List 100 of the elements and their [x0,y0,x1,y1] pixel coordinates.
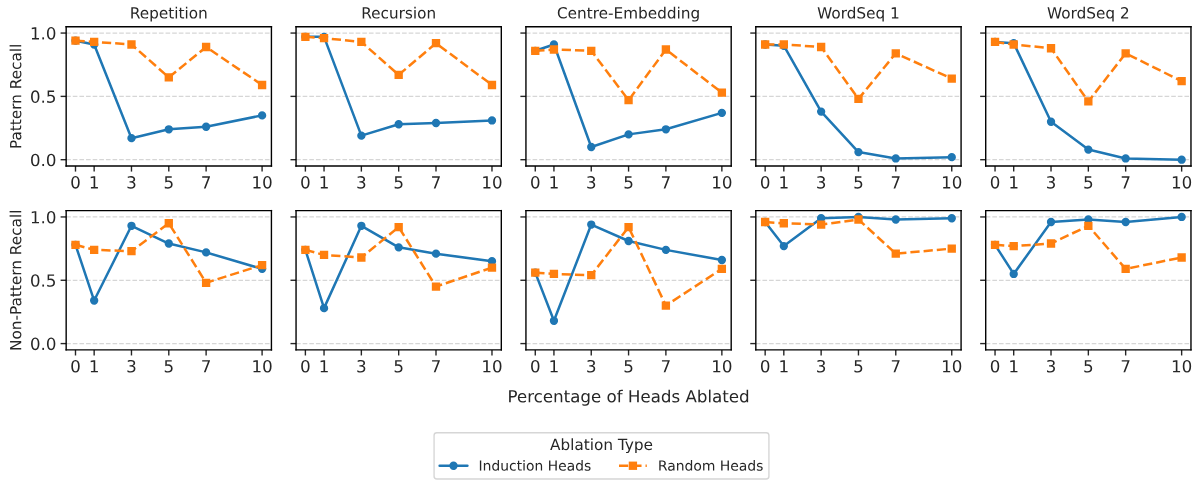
point [1177,212,1186,222]
legend-label: Random Heads [659,460,763,471]
legend-label: Induction Heads [479,460,591,471]
x-tick-label: 0 [301,176,310,189]
point [1009,269,1018,279]
x-tick-label: 5 [394,176,403,189]
x-tick-label: 5 [1084,176,1093,189]
point [431,249,441,258]
x-axis-title: Percentage of Heads Ablated [509,389,749,406]
point [257,111,267,120]
point [587,271,596,280]
point [487,80,497,90]
x-tick-label: 10 [713,176,732,189]
point [257,260,267,270]
point [717,255,727,265]
y-axis-title: Non-Pattern Recall [9,211,22,350]
x-tick-label: 3 [127,176,136,189]
point [89,296,99,305]
point [431,282,441,291]
y-axis-title: Pattern Recall [9,45,22,148]
point [164,125,173,134]
point [1084,221,1093,230]
x-tick-label: 7 [202,176,210,189]
point [357,253,366,262]
point [127,134,136,143]
x-tick-label: 0 [71,359,80,373]
chart-title: WordSeq 1 [817,6,899,22]
x-tick-label: 5 [854,360,863,373]
x-tick-label: 7 [661,176,670,189]
point [1121,154,1130,163]
point [127,40,136,49]
point [1121,217,1130,227]
x-tick-label: 10 [1172,176,1192,189]
point [201,122,211,131]
point [394,120,403,129]
x-tick-label: 10 [942,176,962,189]
x-tick-label: 5 [624,176,633,189]
y-tick-label: 0.5 [31,274,55,287]
point [891,249,900,258]
point [816,220,826,229]
point [587,142,596,152]
chart-title: Repetition [131,6,207,22]
y-tick-label: 0.0 [31,153,56,167]
x-tick-label: 10 [253,176,272,189]
x-tick-label: 3 [357,176,366,189]
point [201,278,211,287]
x-tick-label: 5 [164,360,173,373]
x-tick-label: 5 [164,176,173,189]
x-tick-label: 10 [483,359,502,373]
point [624,130,633,139]
x-tick-label: 3 [587,176,596,189]
x-tick-label: 3 [817,359,826,373]
point [891,154,900,163]
x-tick-label: 7 [1121,176,1130,189]
point [661,301,671,310]
point [891,49,900,58]
x-tick-label: 5 [854,176,863,189]
point [854,147,863,157]
point [394,70,403,80]
x-tick-label: 5 [1084,360,1093,373]
point [816,42,826,52]
x-tick-label: 7 [202,360,210,373]
point [394,222,403,232]
point [1084,145,1093,154]
point [431,118,441,128]
point [854,94,863,104]
point [319,250,329,260]
chart-title: Centre-Embedding [557,6,699,22]
x-tick-label: 1 [780,176,788,189]
x-tick-label: 1 [90,360,98,373]
x-tick-label: 3 [357,359,366,373]
point [624,96,633,105]
point [487,116,497,125]
point [201,248,211,257]
y-tick-label: 0.0 [31,337,56,351]
x-tick-label: 10 [483,176,502,189]
x-tick-label: 0 [760,176,770,189]
point [1009,241,1018,251]
point [357,131,366,140]
x-tick-label: 3 [1046,176,1055,189]
point [319,303,329,313]
x-tick-label: 3 [817,176,826,189]
chart-title: Recursion [362,6,435,19]
x-tick-label: 10 [942,359,962,373]
x-tick-label: 5 [624,360,633,373]
point [357,37,366,47]
x-tick-label: 5 [394,360,403,373]
x-tick-label: 10 [253,359,272,373]
point [127,246,136,256]
point [1046,117,1056,126]
x-tick-label: 7 [661,360,670,373]
x-tick-label: 10 [713,359,732,373]
point [1084,97,1093,106]
point [947,74,956,83]
point [1177,155,1186,164]
x-tick-label: 1 [320,176,328,189]
point [431,39,441,48]
point [624,222,633,232]
x-tick-label: 3 [1046,359,1055,373]
point [947,244,956,253]
